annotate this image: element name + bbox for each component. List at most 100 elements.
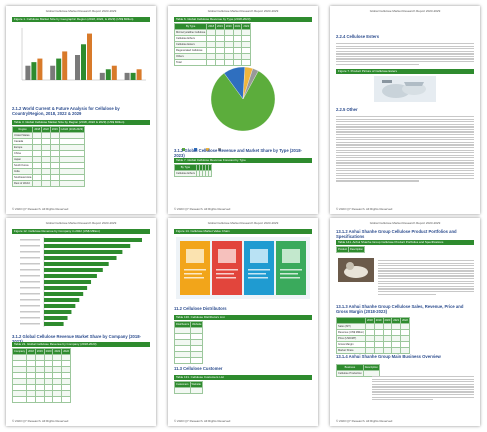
report-page-2: Global Cellulose Market Research Report …: [168, 6, 318, 214]
text-line: [372, 383, 474, 385]
table-row: Price (USD/MT): [336, 335, 410, 342]
section-heading: 3.1.2 Global Cellulose Revenue and Marke…: [174, 148, 302, 158]
bar-label-placeholder: [20, 305, 40, 307]
table-cell: [11, 396, 28, 403]
page-header: Global Cellulose Market Research Report …: [369, 9, 441, 13]
text-line: [372, 376, 474, 378]
bar-chart: [21, 28, 146, 81]
table-row: India: [11, 168, 86, 175]
table-row: Rest of World: [11, 180, 86, 187]
bar-label-placeholder: [20, 263, 40, 265]
data-table: By Type Cellulose Ethers: [174, 164, 212, 177]
table-row: [11, 396, 72, 403]
bar-label-placeholder: [20, 311, 40, 313]
table-title-bar: Table 3. Global Cellulose Market Size by…: [12, 120, 150, 125]
section-heading: 11.3 Cellulose Customer: [174, 366, 223, 371]
business-description: [372, 376, 474, 402]
bar: [87, 33, 92, 80]
text-line: [336, 170, 474, 172]
figure-title-bar: Figure 7. Product Picture of Cellulose E…: [336, 69, 474, 74]
section-heading: 3.1.2 Global Cellulose Revenue Market Sh…: [12, 334, 141, 344]
text-line: [372, 386, 474, 388]
text-line: [336, 167, 474, 169]
table-row: Microcrystalline Cellulose: [173, 29, 252, 36]
text-line: [336, 180, 419, 182]
table-header-row: 2018 2019 2020 2021 2022: [336, 317, 410, 324]
text-line: [336, 61, 474, 63]
table-cell: [49, 180, 60, 187]
text-line: [378, 278, 474, 280]
table-header-row: Company 2018 2019 2020 2021 2022: [11, 348, 72, 355]
table-cell: [391, 347, 402, 354]
report-page-4: Global Cellulose Market Research Report …: [6, 218, 156, 426]
table-cell: [190, 357, 204, 364]
footer-text: © 2023 QY Research. All Rights Reserved: [174, 207, 231, 211]
text-line: [336, 123, 474, 125]
text-line: [336, 50, 474, 52]
bar: [44, 250, 123, 254]
page-header: Global Cellulose Market Research Report …: [45, 221, 117, 225]
text-line: [378, 260, 474, 262]
data-table: Distributors Website: [173, 321, 204, 364]
text-line: [336, 53, 474, 55]
text-line: [336, 157, 474, 159]
table-cell: Rest of World: [11, 180, 34, 187]
text-line: [378, 265, 474, 267]
legend-swatch: [182, 148, 185, 151]
section-heading: 13.1.3 Anhui Shanhe Group Cellulose Sale…: [336, 304, 464, 314]
bar: [136, 69, 142, 80]
bar: [62, 51, 68, 80]
bar: [37, 58, 43, 80]
text-line: [372, 394, 474, 396]
table-cell: [364, 347, 375, 354]
table-row: [174, 387, 203, 394]
bar-label-placeholder: [20, 239, 40, 241]
bar: [44, 262, 109, 266]
text-line: [378, 290, 474, 293]
table-cell: [207, 170, 212, 177]
page-footer: © 2023 QY Research. All Rights Reserved: [174, 207, 312, 211]
legend-swatch: [218, 148, 221, 151]
text-line: [336, 177, 474, 180]
data-table: Region 2018 2022 2029 CAGR (2018-2029) United…: [11, 126, 86, 187]
table-row: Gross Margin: [336, 341, 410, 348]
page-header: Global Cellulose Market Research Report …: [207, 9, 279, 13]
page-footer: © 2023 QY Research. All Rights Reserved: [336, 419, 474, 423]
table-title-bar: Table 6. Global Cellulose Revenue by Typ…: [174, 17, 312, 22]
bar: [99, 72, 105, 80]
bar-label-placeholder: [20, 281, 40, 283]
footer-text: © 2023 QY Research. All Rights Reserved: [336, 207, 393, 211]
text-line: [336, 164, 474, 167]
data-table: 2018 2019 2020 2021 2022 Sales (MT) Revenue (U…: [336, 317, 410, 354]
table-cell: Cellulose Production: [336, 370, 364, 377]
text-line: [378, 288, 474, 290]
text-line: [336, 116, 474, 118]
table-cell: [58, 180, 86, 187]
bar: [31, 62, 37, 80]
bar: [44, 322, 64, 326]
body-text: [336, 43, 474, 66]
bar: [44, 310, 72, 314]
text-line: [336, 144, 474, 146]
product-picture: [374, 76, 436, 102]
text-line: [372, 399, 434, 401]
report-page-5: Global Cellulose Market Research Report …: [168, 218, 318, 426]
bar: [44, 316, 68, 320]
text-line: [336, 121, 474, 123]
text-line: [336, 128, 474, 131]
bar: [130, 72, 136, 80]
section-heading: 2.2.4 Cellulose Esters: [336, 34, 380, 39]
table-row: Total: [173, 59, 252, 66]
bar: [44, 286, 88, 290]
table-header-row: Product Description: [336, 246, 365, 253]
report-page-3: Global Cellulose Market Research Report …: [330, 6, 480, 214]
table-cell: [373, 347, 384, 354]
table-title-bar: Table 141. Anhui Shanhe Group Cellulose …: [336, 240, 474, 245]
bar-label-placeholder: [20, 293, 40, 295]
pie-slice: [210, 70, 276, 132]
text-line: [378, 283, 474, 285]
text-line: [336, 172, 474, 174]
body-text: [336, 116, 474, 183]
section-heading: 11.2 Cellulose Distributors: [174, 306, 227, 311]
table-cell: [189, 387, 203, 394]
